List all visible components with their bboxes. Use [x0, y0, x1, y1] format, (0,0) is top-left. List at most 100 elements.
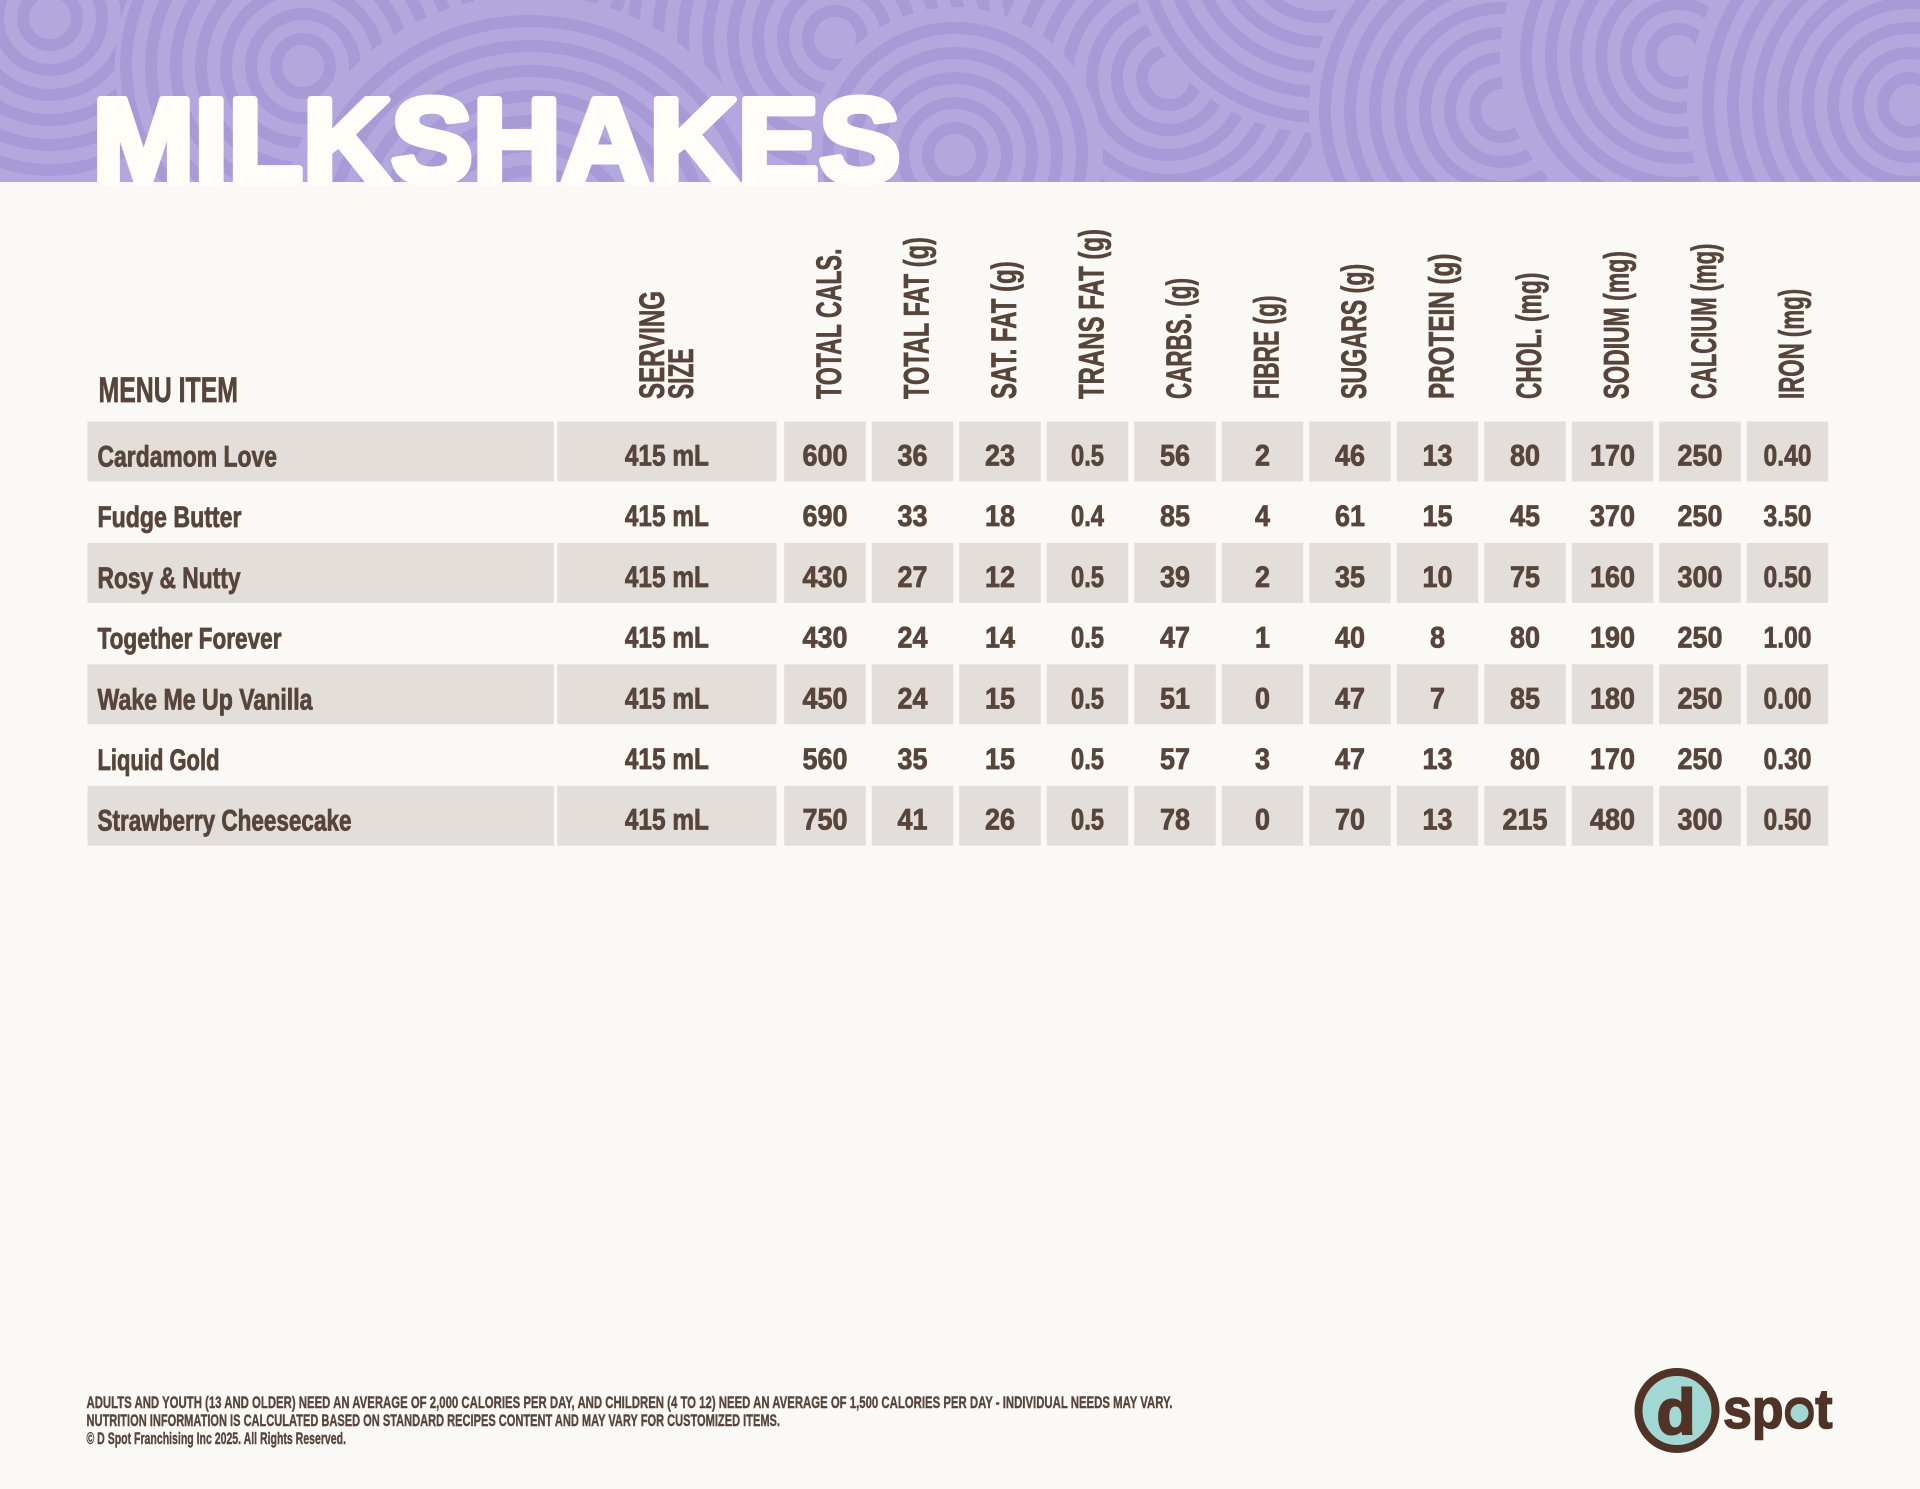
svg-text:450: 450: [803, 682, 848, 715]
svg-text:26: 26: [985, 804, 1015, 837]
svg-text:85: 85: [1160, 500, 1190, 533]
svg-text:0.5: 0.5: [1071, 622, 1104, 655]
svg-text:IRON (mg): IRON (mg): [1773, 289, 1812, 399]
svg-text:Fudge Butter: Fudge Butter: [98, 501, 242, 534]
svg-text:0.4: 0.4: [1071, 500, 1104, 533]
svg-text:70: 70: [1335, 804, 1365, 837]
svg-text:0.5: 0.5: [1071, 743, 1104, 776]
svg-text:0: 0: [1255, 804, 1270, 837]
svg-text:36: 36: [898, 440, 928, 473]
svg-text:MENU ITEM: MENU ITEM: [99, 371, 239, 410]
svg-text:480: 480: [1590, 804, 1635, 837]
svg-text:250: 250: [1678, 500, 1723, 533]
svg-text:0.40: 0.40: [1764, 440, 1812, 473]
svg-text:415 mL: 415 mL: [625, 561, 709, 594]
svg-text:57: 57: [1160, 743, 1190, 776]
svg-text:370: 370: [1590, 500, 1635, 533]
svg-text:Liquid Gold: Liquid Gold: [98, 744, 220, 777]
svg-text:12: 12: [985, 561, 1015, 594]
svg-text:0.5: 0.5: [1071, 561, 1104, 594]
svg-text:2: 2: [1255, 561, 1270, 594]
svg-text:41: 41: [898, 804, 928, 837]
svg-text:160: 160: [1590, 561, 1635, 594]
svg-text:75: 75: [1510, 561, 1540, 594]
svg-text:750: 750: [803, 804, 848, 837]
svg-text:0: 0: [1255, 682, 1270, 715]
svg-text:39: 39: [1160, 561, 1190, 594]
svg-text:180: 180: [1590, 682, 1635, 715]
svg-text:0.00: 0.00: [1764, 682, 1812, 715]
svg-text:1: 1: [1255, 622, 1270, 655]
svg-text:10: 10: [1423, 561, 1453, 594]
svg-text:415 mL: 415 mL: [625, 440, 709, 473]
svg-text:Rosy & Nutty: Rosy & Nutty: [98, 562, 241, 595]
svg-text:0.5: 0.5: [1071, 682, 1104, 715]
svg-text:47: 47: [1335, 682, 1365, 715]
svg-text:415 mL: 415 mL: [625, 743, 709, 776]
svg-text:CALCIUM (mg): CALCIUM (mg): [1685, 244, 1724, 399]
svg-text:27: 27: [898, 561, 928, 594]
svg-text:7: 7: [1430, 682, 1445, 715]
svg-text:47: 47: [1335, 743, 1365, 776]
svg-text:45: 45: [1510, 500, 1540, 533]
svg-text:51: 51: [1160, 682, 1190, 715]
svg-text:300: 300: [1678, 804, 1723, 837]
svg-text:415 mL: 415 mL: [625, 682, 709, 715]
svg-text:13: 13: [1423, 804, 1453, 837]
svg-text:46: 46: [1335, 440, 1365, 473]
svg-text:14: 14: [985, 622, 1015, 655]
svg-text:8: 8: [1430, 622, 1445, 655]
svg-text:47: 47: [1160, 622, 1190, 655]
svg-text:250: 250: [1678, 682, 1723, 715]
svg-text:0.30: 0.30: [1764, 743, 1812, 776]
svg-text:190: 190: [1590, 622, 1635, 655]
svg-text:24: 24: [898, 682, 928, 715]
svg-text:Strawberry Cheesecake: Strawberry Cheesecake: [98, 805, 352, 838]
svg-text:61: 61: [1335, 500, 1365, 533]
svg-text:250: 250: [1678, 743, 1723, 776]
svg-text:250: 250: [1678, 622, 1723, 655]
svg-text:TOTAL FAT (g): TOTAL FAT (g): [898, 237, 937, 399]
svg-text:80: 80: [1510, 743, 1540, 776]
svg-text:80: 80: [1510, 622, 1540, 655]
svg-text:33: 33: [898, 500, 928, 533]
svg-text:PROTEIN (g): PROTEIN (g): [1423, 254, 1462, 399]
svg-text:3.50: 3.50: [1764, 500, 1812, 533]
svg-text:40: 40: [1335, 622, 1365, 655]
svg-text:SUGARS (g): SUGARS (g): [1335, 264, 1374, 399]
svg-text:250: 250: [1678, 440, 1723, 473]
svg-text:415 mL: 415 mL: [625, 804, 709, 837]
svg-text:170: 170: [1590, 743, 1635, 776]
svg-text:spot: spot: [1723, 1377, 1833, 1440]
svg-text:13: 13: [1423, 743, 1453, 776]
svg-text:35: 35: [898, 743, 928, 776]
svg-text:85: 85: [1510, 682, 1540, 715]
svg-text:Wake Me Up Vanilla: Wake Me Up Vanilla: [98, 683, 313, 716]
svg-text:415 mL: 415 mL: [625, 500, 709, 533]
svg-text:FIBRE (g): FIBRE (g): [1248, 295, 1287, 399]
svg-text:SAT. FAT (g): SAT. FAT (g): [985, 261, 1024, 399]
svg-text:80: 80: [1510, 440, 1540, 473]
svg-text:SODIUM (mg): SODIUM (mg): [1598, 251, 1637, 399]
svg-text:24: 24: [898, 622, 928, 655]
svg-text:Together Forever: Together Forever: [98, 623, 282, 656]
svg-text:430: 430: [803, 561, 848, 594]
svg-text:415 mL: 415 mL: [625, 622, 709, 655]
svg-text:0.50: 0.50: [1764, 561, 1812, 594]
svg-text:SIZE: SIZE: [662, 348, 701, 399]
svg-text:15: 15: [985, 682, 1015, 715]
svg-text:© D Spot Franchising Inc 2025.: © D Spot Franchising Inc 2025. All Right…: [87, 1429, 347, 1448]
svg-text:Cardamom Love: Cardamom Love: [98, 441, 278, 474]
svg-text:MILKSHAKES: MILKSHAKES: [93, 74, 901, 208]
svg-text:2: 2: [1255, 440, 1270, 473]
svg-text:170: 170: [1590, 440, 1635, 473]
svg-text:0.5: 0.5: [1071, 804, 1104, 837]
svg-text:4: 4: [1255, 500, 1270, 533]
svg-text:3: 3: [1255, 743, 1270, 776]
svg-text:15: 15: [1423, 500, 1453, 533]
svg-text:CHOL. (mg): CHOL. (mg): [1510, 273, 1549, 399]
svg-text:15: 15: [985, 743, 1015, 776]
svg-text:56: 56: [1160, 440, 1190, 473]
svg-text:0.50: 0.50: [1764, 804, 1812, 837]
svg-text:TRANS FAT (g): TRANS FAT (g): [1073, 229, 1112, 399]
